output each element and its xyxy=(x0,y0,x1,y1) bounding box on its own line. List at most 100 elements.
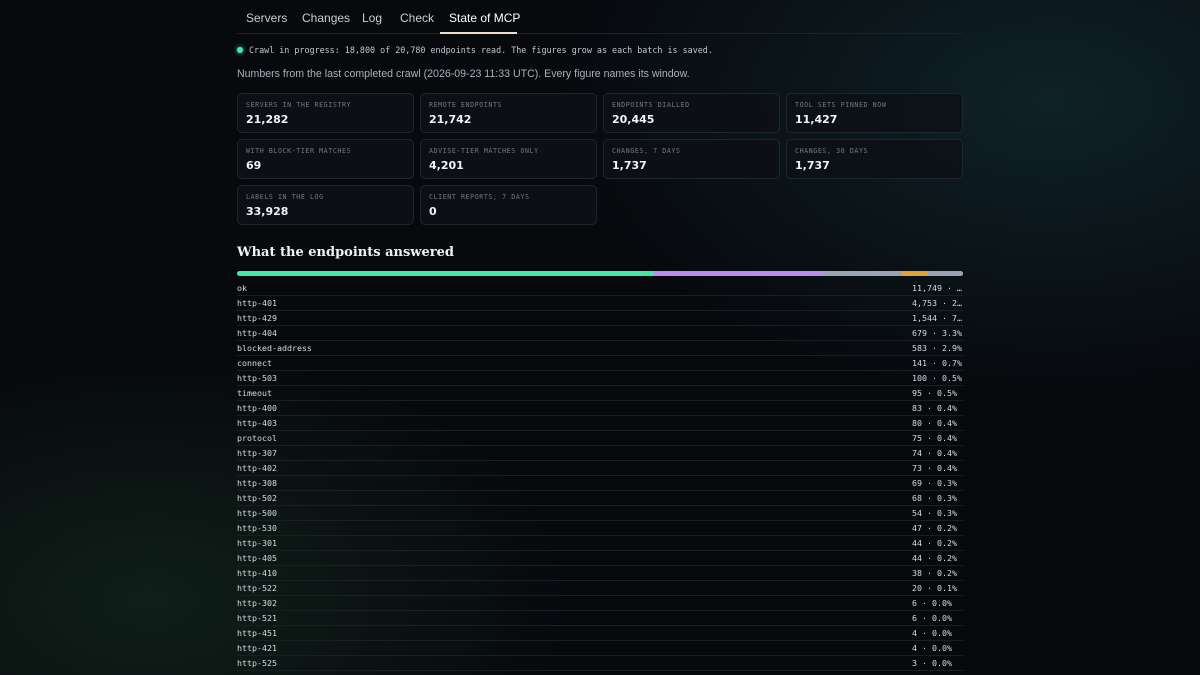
tab-check[interactable]: Check xyxy=(400,11,435,25)
stat-card: Labels in the log 33,928 xyxy=(237,185,414,225)
answer-value: 3 · 0.0% xyxy=(912,658,952,668)
list-item: protocol 75 · 0.4% xyxy=(237,431,963,446)
bar-segment-http-429 xyxy=(823,271,879,276)
answer-value: 44 · 0.2% xyxy=(912,553,957,563)
section-title: What the endpoints answered xyxy=(237,245,454,260)
stat-card: Endpoints dialled 20,445 xyxy=(603,93,780,133)
answer-label: http-301 xyxy=(237,538,277,548)
answer-value: 583 · 2.9% xyxy=(912,343,962,353)
tab-state-of-mcp[interactable]: State of MCP xyxy=(449,11,521,25)
list-item: http-307 74 · 0.4% xyxy=(237,446,963,461)
tab-servers[interactable]: Servers xyxy=(246,11,288,25)
answer-label: http-401 xyxy=(237,298,277,308)
bar-segment-http-404 xyxy=(878,271,903,276)
crawl-status-text: Crawl in progress: 18,800 of 20,780 endp… xyxy=(249,45,713,55)
answer-label: http-429 xyxy=(237,313,277,323)
answer-label: timeout xyxy=(237,388,272,398)
list-item: connect 141 · 0.7% xyxy=(237,356,963,371)
answer-value: 83 · 0.4% xyxy=(912,403,957,413)
list-item: http-301 44 · 0.2% xyxy=(237,536,963,551)
stat-label: Remote endpoints xyxy=(429,101,503,109)
bar-segment-timeout xyxy=(931,271,935,276)
bar-segment-http-308 xyxy=(948,271,951,276)
answer-label: http-530 xyxy=(237,523,277,533)
page: Servers Changes Log Check State of MCP C… xyxy=(237,0,963,671)
bar-segment-http-503 xyxy=(927,271,932,276)
stat-label: Labels in the log xyxy=(246,193,324,201)
stat-value: 20,445 xyxy=(612,113,655,126)
answer-value: 69 · 0.3% xyxy=(912,478,957,488)
status-dot-icon xyxy=(237,47,243,53)
answer-value: 68 · 0.3% xyxy=(912,493,957,503)
bar-segment-ok xyxy=(237,271,655,276)
stat-label: Tool sets pinned now xyxy=(795,101,887,109)
answer-value: 95 · 0.5% xyxy=(912,388,957,398)
bar-segment-http-500 xyxy=(953,271,956,276)
active-tab-indicator xyxy=(440,32,517,34)
answer-label: http-308 xyxy=(237,478,277,488)
list-item: http-400 83 · 0.4% xyxy=(237,401,963,416)
answer-label: http-451 xyxy=(237,628,277,638)
stat-label: Servers in the registry xyxy=(246,101,352,109)
answer-value: 4 · 0.0% xyxy=(912,628,952,638)
stat-value: 1,737 xyxy=(795,159,830,172)
list-item: http-522 20 · 0.1% xyxy=(237,581,963,596)
answer-value: 1,544 · 7… xyxy=(912,313,962,323)
stat-card: Servers in the registry 21,282 xyxy=(237,93,414,133)
answer-value: 6 · 0.0% xyxy=(912,598,952,608)
answer-value: 4,753 · 2… xyxy=(912,298,962,308)
answer-value: 6 · 0.0% xyxy=(912,613,952,623)
answer-value: 44 · 0.2% xyxy=(912,538,957,548)
stat-card: Advise-tier matches only 4,201 xyxy=(420,139,597,179)
answer-label: http-502 xyxy=(237,493,277,503)
stat-label: Changes, 30 days xyxy=(795,147,869,155)
stat-card: Changes, 30 days 1,737 xyxy=(786,139,963,179)
bar-segment-http-502 xyxy=(950,271,954,276)
answer-value: 20 · 0.1% xyxy=(912,583,957,593)
answer-label: http-521 xyxy=(237,613,277,623)
list-item: http-429 1,544 · 7… xyxy=(237,311,963,326)
stat-value: 1,737 xyxy=(612,159,647,172)
list-item: ok 11,749 · … xyxy=(237,281,963,296)
list-item: http-403 80 · 0.4% xyxy=(237,416,963,431)
stat-label: Client reports, 7 days xyxy=(429,193,530,201)
answer-value: 47 · 0.2% xyxy=(912,523,957,533)
top-nav: Servers Changes Log Check State of MCP xyxy=(237,0,963,34)
answer-value: 4 · 0.0% xyxy=(912,643,952,653)
stat-value: 11,427 xyxy=(795,113,838,126)
answer-label: http-503 xyxy=(237,373,277,383)
list-item: http-451 4 · 0.0% xyxy=(237,626,963,641)
answer-label: http-302 xyxy=(237,598,277,608)
list-item: http-410 38 · 0.2% xyxy=(237,566,963,581)
answer-value: 679 · 3.3% xyxy=(912,328,962,338)
stat-label: Endpoints dialled xyxy=(612,101,690,109)
bar-segment-http-301 xyxy=(956,271,959,276)
answer-label: http-500 xyxy=(237,508,277,518)
answer-label: blocked-address xyxy=(237,343,312,353)
bar-segment-http-402 xyxy=(945,271,949,276)
bar-segment-http-400 xyxy=(934,271,938,276)
list-item: http-302 6 · 0.0% xyxy=(237,596,963,611)
list-item: http-525 3 · 0.0% xyxy=(237,656,963,671)
list-item: http-404 679 · 3.3% xyxy=(237,326,963,341)
answer-label: http-421 xyxy=(237,643,277,653)
answer-label: http-307 xyxy=(237,448,277,458)
answer-value: 38 · 0.2% xyxy=(912,568,957,578)
answer-label: http-405 xyxy=(237,553,277,563)
stat-card: Client reports, 7 days 0 xyxy=(420,185,597,225)
bar-segment-http-307 xyxy=(943,271,946,276)
stat-card: Changes, 7 days 1,737 xyxy=(603,139,780,179)
stat-label: With block-tier matches xyxy=(246,147,352,155)
stat-card: Tool sets pinned now 11,427 xyxy=(786,93,963,133)
list-item: blocked-address 583 · 2.9% xyxy=(237,341,963,356)
stat-card: Remote endpoints 21,742 xyxy=(420,93,597,133)
answer-label: http-400 xyxy=(237,403,277,413)
bar-segment-blocked-address xyxy=(902,271,923,276)
tab-changes[interactable]: Changes xyxy=(302,11,351,25)
answer-label: http-402 xyxy=(237,463,277,473)
stat-card: With block-tier matches 69 xyxy=(237,139,414,179)
page-subtitle: Numbers from the last completed crawl (2… xyxy=(237,68,690,80)
tab-log[interactable]: Log xyxy=(362,11,383,25)
stat-value: 0 xyxy=(429,205,437,218)
stat-value: 33,928 xyxy=(246,205,289,218)
